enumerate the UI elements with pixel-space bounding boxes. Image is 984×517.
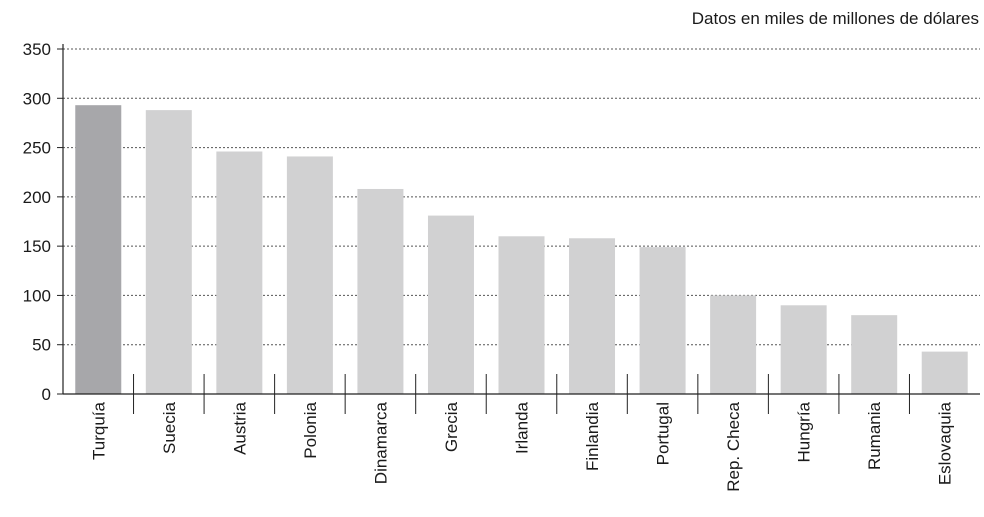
x-tick-label-austria: Austria (230, 401, 249, 454)
x-tick-label-grecia: Grecia (442, 401, 461, 452)
x-tick-label-hungria: Hungría (795, 401, 814, 462)
bar-eslovaquia (921, 351, 968, 394)
y-tick-label-300: 300 (23, 89, 51, 108)
bar-polonia (286, 156, 333, 394)
bar-dinamarca (357, 188, 404, 394)
units-note: Datos en miles de millones de dólares (692, 9, 979, 28)
x-tick-label-polonia: Polonia (301, 401, 320, 458)
x-tick-label-suecia: Suecia (160, 401, 179, 454)
y-tick-label-50: 50 (32, 336, 51, 355)
y-tick-labels: 0 50 100 150 200 250 300 350 (23, 40, 51, 404)
bars (75, 105, 968, 394)
bar-suecia (145, 110, 192, 394)
x-tick-labels: Turquía Suecia Austria Polonia Dinamarca Grec… (89, 401, 954, 491)
y-tick-label-0: 0 (42, 385, 51, 404)
x-tick-label-irlanda: Irlanda (513, 401, 532, 454)
bar-austria (216, 151, 263, 394)
x-tick-label-portugal: Portugal (654, 402, 673, 465)
x-tick-label-turquia: Turquía (89, 401, 108, 460)
x-tick-label-finlandia: Finlandia (583, 401, 602, 471)
axes (62, 44, 980, 414)
gridlines (57, 48, 980, 395)
bar-rep-checa (710, 295, 757, 394)
x-tick-label-rumania: Rumania (865, 401, 884, 470)
bar-irlanda (498, 236, 545, 394)
x-tick-label-rep-checa: Rep. Checa (724, 401, 743, 491)
y-tick-label-100: 100 (23, 286, 51, 305)
bar-turquia (75, 105, 122, 394)
y-tick-label-150: 150 (23, 237, 51, 256)
y-tick-label-250: 250 (23, 139, 51, 158)
bar-portugal (639, 247, 686, 394)
x-tick-label-dinamarca: Dinamarca (371, 401, 390, 484)
bar-hungria (780, 305, 827, 394)
y-tick-label-350: 350 (23, 40, 51, 59)
y-tick-label-200: 200 (23, 188, 51, 207)
bar-finlandia (569, 238, 616, 394)
bar-grecia (427, 215, 474, 394)
x-tick-label-eslovaquia: Eslovaquia (936, 401, 955, 485)
bar-rumania (851, 315, 898, 394)
